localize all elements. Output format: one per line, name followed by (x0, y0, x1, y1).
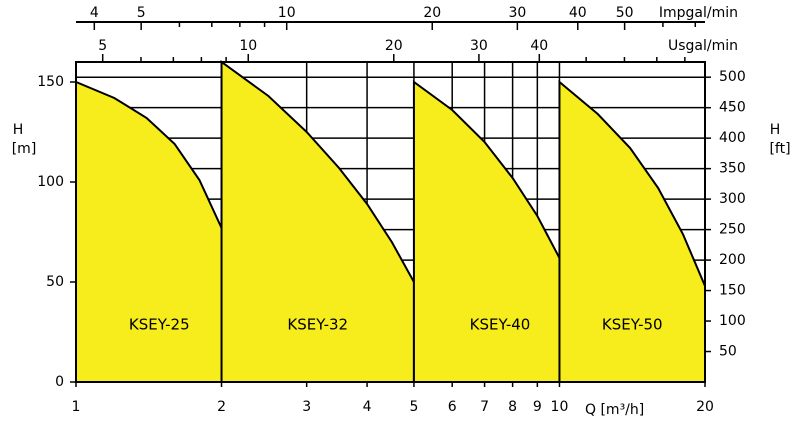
y2-tick-label: 500 (719, 69, 746, 85)
y2-tick-label: 250 (719, 222, 746, 238)
top-axis-label: Impgal/min (659, 5, 738, 21)
top-axis-label: Usgal/min (668, 38, 738, 54)
y-axis-label: H (13, 122, 24, 138)
y2-tick-label: 400 (719, 130, 746, 146)
top-tick-label: 30 (508, 5, 526, 21)
plot-frame (75, 61, 706, 383)
top-tick-label: 5 (98, 38, 107, 54)
top-tick-label: 10 (239, 38, 257, 54)
area-label: KSEY-50 (602, 316, 663, 334)
x-tick-label: 20 (696, 399, 714, 415)
area-label: KSEY-32 (287, 316, 348, 334)
y-tick-label: 100 (37, 174, 64, 190)
y2-tick-label: 300 (719, 191, 746, 207)
area (75, 80, 244, 383)
x-tick-label: 2 (217, 399, 226, 415)
y2-axis-label: H (770, 122, 781, 138)
top-tick-label: 50 (616, 5, 634, 21)
area-label: KSEY-25 (129, 316, 190, 334)
x-tick-label: 7 (480, 399, 489, 415)
y2-tick-label: 200 (719, 252, 746, 268)
x-tick-label: 9 (533, 399, 542, 415)
x-tick-label: 8 (508, 399, 517, 415)
top-tick-label: 40 (569, 5, 587, 21)
area-label: KSEY-40 (470, 316, 531, 334)
x-tick-label: 1 (72, 399, 81, 415)
top-tick-label: 20 (423, 5, 441, 21)
top-tick-label: 5 (137, 5, 146, 21)
top-tick-label: 20 (385, 38, 403, 54)
y2-tick-label: 150 (719, 283, 746, 299)
top-tick-label: 10 (278, 5, 296, 21)
x-tick-label: 10 (551, 399, 569, 415)
x-axis-label: Q [m³/h] (585, 402, 644, 418)
y-axis-unit: [m] (12, 141, 37, 157)
y2-axis-unit: [ft] (769, 141, 790, 157)
y-tick-label: 50 (46, 274, 64, 290)
area (558, 79, 706, 383)
top-tick-label: 40 (530, 38, 548, 54)
y2-tick-label: 100 (719, 313, 746, 329)
top-tick-label: 4 (90, 5, 99, 21)
x-tick-label: 3 (302, 399, 311, 415)
y2-tick-label: 350 (719, 161, 746, 177)
x-tick-label: 6 (448, 399, 457, 415)
y2-tick-label: 50 (719, 344, 737, 360)
y-tick-label: 150 (37, 74, 64, 90)
x-tick-label: 4 (363, 399, 372, 415)
y2-tick-label: 450 (719, 100, 746, 116)
area (220, 60, 415, 383)
y-tick-label: 0 (55, 374, 64, 390)
top-tick-label: 30 (470, 38, 488, 54)
x-tick-label: 5 (409, 399, 418, 415)
